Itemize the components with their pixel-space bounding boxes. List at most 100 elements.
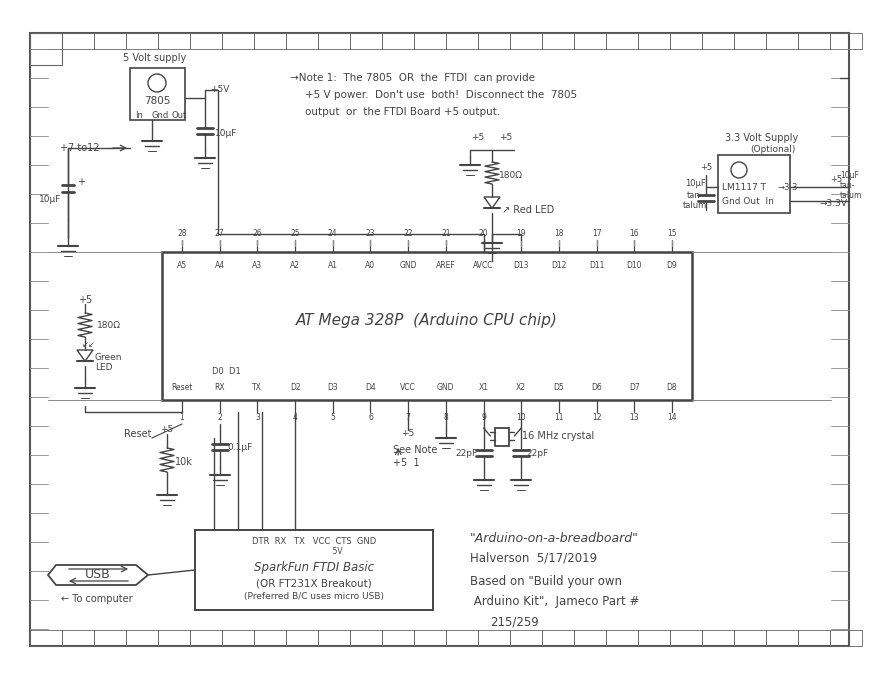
Text: D2: D2 — [290, 382, 300, 392]
Text: A5: A5 — [176, 261, 187, 270]
Text: talum: talum — [839, 191, 861, 200]
Text: Gnd: Gnd — [152, 111, 169, 120]
Text: 21: 21 — [441, 230, 450, 238]
Bar — [94, 33, 126, 49]
Text: 180Ω: 180Ω — [499, 170, 522, 179]
Text: D6: D6 — [591, 382, 601, 392]
Bar — [605, 33, 637, 49]
Bar — [797, 33, 829, 49]
Bar — [733, 630, 765, 646]
Bar — [62, 630, 94, 646]
Bar — [509, 33, 542, 49]
Text: +: + — [77, 177, 85, 187]
Text: 10μF: 10μF — [839, 170, 858, 179]
Text: 22: 22 — [403, 230, 413, 238]
Text: 17: 17 — [591, 230, 601, 238]
Text: output  or  the FTDI Board +5 output.: output or the FTDI Board +5 output. — [305, 107, 500, 117]
Text: 10k: 10k — [175, 457, 192, 467]
Text: X1: X1 — [478, 382, 488, 392]
Bar — [158, 630, 190, 646]
Text: D5: D5 — [553, 382, 564, 392]
Bar — [318, 33, 349, 49]
Bar — [717, 155, 789, 213]
Text: (Optional): (Optional) — [749, 145, 795, 155]
Text: "Arduino-on-a-breadboard": "Arduino-on-a-breadboard" — [470, 532, 638, 545]
Text: Reset: Reset — [125, 429, 152, 439]
Text: D9: D9 — [666, 261, 677, 270]
Bar — [702, 33, 733, 49]
Text: 22pF: 22pF — [455, 449, 477, 458]
Bar — [254, 33, 285, 49]
Text: +5: +5 — [499, 134, 512, 143]
Text: 1: 1 — [179, 414, 184, 422]
Text: 19: 19 — [516, 230, 525, 238]
Text: 15: 15 — [666, 230, 676, 238]
Text: 16: 16 — [629, 230, 638, 238]
Bar — [542, 630, 573, 646]
Text: A0: A0 — [365, 261, 375, 270]
Text: D13: D13 — [513, 261, 529, 270]
Bar — [573, 33, 605, 49]
Text: D8: D8 — [666, 382, 677, 392]
Text: 22pF: 22pF — [526, 449, 548, 458]
Text: Reset: Reset — [171, 382, 192, 392]
Bar — [285, 33, 318, 49]
Bar — [62, 33, 94, 49]
Text: D0  D1: D0 D1 — [212, 367, 241, 376]
Text: 12: 12 — [591, 414, 601, 422]
Text: 10μF: 10μF — [39, 196, 61, 204]
Text: D12: D12 — [551, 261, 566, 270]
Text: X2: X2 — [515, 382, 526, 392]
Bar — [669, 33, 702, 49]
Bar — [605, 630, 637, 646]
Text: 5: 5 — [330, 414, 335, 422]
Bar — [542, 33, 573, 49]
Text: Halverson  5/17/2019: Halverson 5/17/2019 — [470, 551, 596, 564]
Text: 2: 2 — [217, 414, 222, 422]
Text: LED: LED — [95, 363, 112, 373]
Text: D11: D11 — [588, 261, 603, 270]
Bar — [478, 33, 509, 49]
Text: 13: 13 — [629, 414, 638, 422]
Text: tan-: tan- — [686, 191, 702, 200]
Bar — [349, 33, 382, 49]
Bar — [285, 630, 318, 646]
Text: +7 to12: +7 to12 — [61, 143, 99, 153]
Text: 3.3 Volt Supply: 3.3 Volt Supply — [724, 133, 797, 143]
Text: D4: D4 — [364, 382, 376, 392]
Text: +5: +5 — [699, 163, 711, 172]
Text: 10μF: 10μF — [684, 179, 704, 187]
Text: 7805: 7805 — [144, 96, 170, 106]
Bar — [445, 33, 478, 49]
Text: →3.3: →3.3 — [777, 183, 797, 191]
Text: +5 V power.  Don't use  both!  Disconnect the  7805: +5 V power. Don't use both! Disconnect t… — [305, 90, 577, 100]
Bar — [702, 630, 733, 646]
Text: AREF: AREF — [435, 261, 455, 270]
Text: 5 Volt supply: 5 Volt supply — [123, 53, 186, 63]
Bar — [30, 33, 62, 49]
Bar — [30, 33, 62, 65]
Text: Gnd Out  In: Gnd Out In — [721, 196, 773, 206]
Text: 180Ω: 180Ω — [97, 321, 121, 331]
Text: 16 MHz crystal: 16 MHz crystal — [522, 431, 594, 441]
Bar — [126, 630, 158, 646]
Text: 7: 7 — [406, 414, 410, 422]
Text: ↗ Red LED: ↗ Red LED — [501, 205, 554, 215]
Bar — [190, 33, 222, 49]
Bar — [829, 630, 861, 646]
Bar — [765, 33, 797, 49]
Text: D10: D10 — [626, 261, 641, 270]
Text: 14: 14 — [666, 414, 676, 422]
Bar — [669, 630, 702, 646]
Text: +5: +5 — [829, 175, 841, 185]
Text: VCC: VCC — [399, 382, 415, 392]
Text: +5: +5 — [78, 295, 92, 305]
Bar — [414, 33, 445, 49]
Bar — [495, 428, 509, 446]
Bar — [509, 630, 542, 646]
Text: 23: 23 — [365, 230, 375, 238]
Bar — [414, 630, 445, 646]
Text: +5V: +5V — [210, 86, 229, 94]
Bar — [254, 630, 285, 646]
Text: +5  1: +5 1 — [392, 458, 420, 468]
